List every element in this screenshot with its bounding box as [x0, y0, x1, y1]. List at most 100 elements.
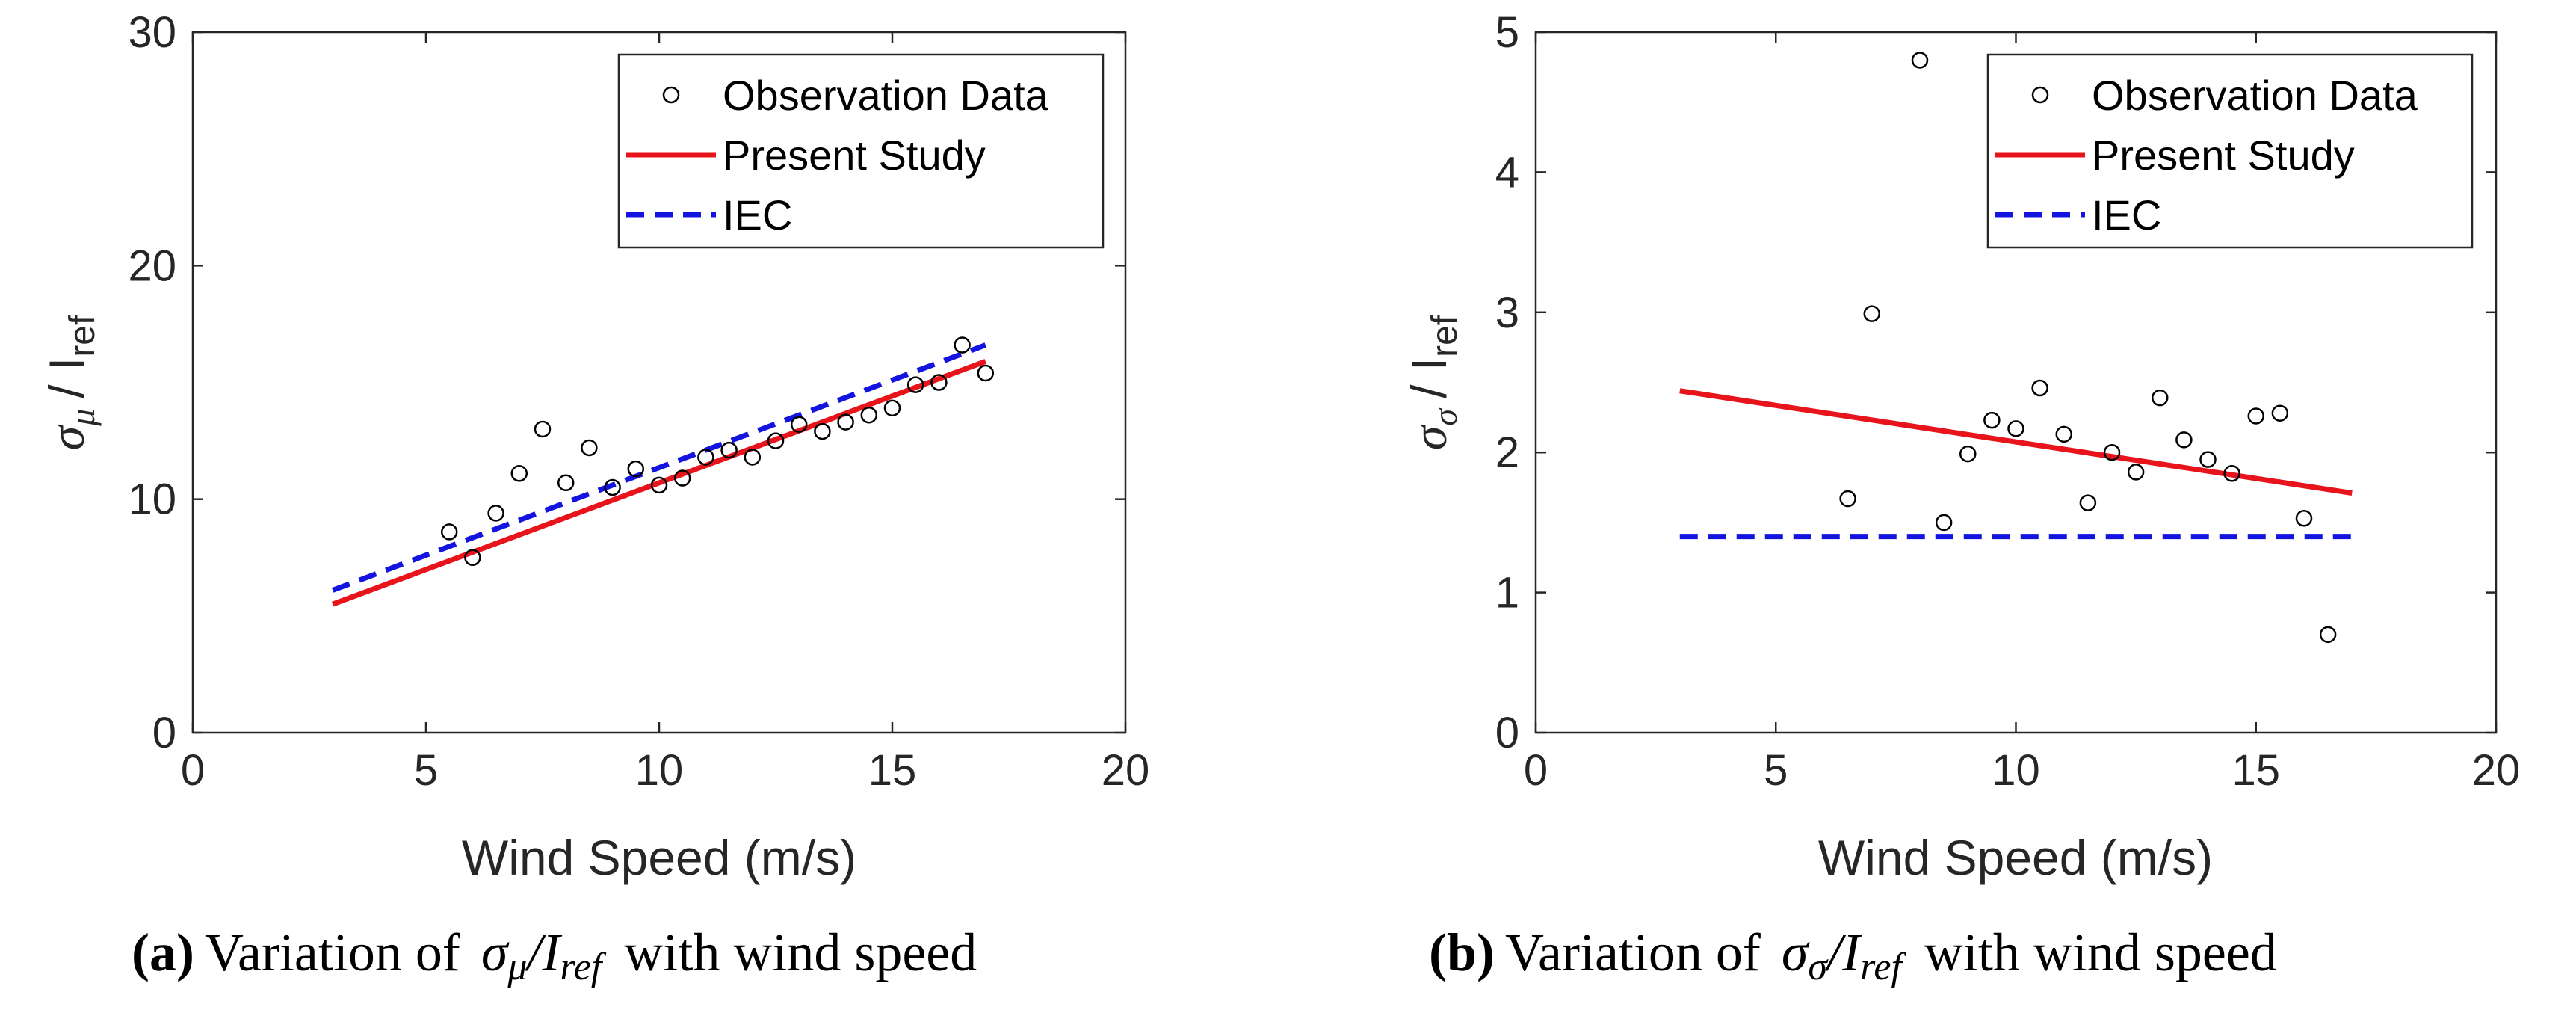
- observation-point: [2175, 431, 2193, 449]
- y-tick-labels: 0 1 2 3 4 5: [1495, 8, 1519, 757]
- y-tick-label: 20: [128, 241, 176, 290]
- legend-label-iec: IEC: [723, 191, 792, 238]
- y-tick-label: 5: [1495, 8, 1519, 57]
- x-tick-labels: 0 5 10 15 20: [1524, 746, 2520, 795]
- y-tick-labels: 0 10 20 30: [128, 8, 176, 757]
- x-tick-label: 5: [1764, 746, 1788, 795]
- observation-point: [814, 422, 831, 440]
- observation-point: [2319, 626, 2337, 644]
- observation-point: [790, 416, 808, 433]
- caption-ref: ref: [1860, 946, 1906, 988]
- y-tick-label: 0: [152, 709, 176, 757]
- observation-point: [510, 465, 528, 482]
- observation-point: [2079, 494, 2097, 511]
- iec-line: [331, 342, 987, 593]
- observation-point: [1935, 514, 1953, 532]
- observation-point: [604, 478, 621, 496]
- caption-b: (b) Variation of σσ/Iref with wind speed: [1429, 923, 2277, 988]
- caption-tail: with wind speed: [624, 923, 977, 982]
- observation-point: [860, 406, 878, 424]
- x-tick-label: 5: [414, 746, 438, 795]
- y-label-symbol: σ: [40, 424, 95, 450]
- tick-marks: [191, 31, 1127, 734]
- y-label-symbol: σ: [1403, 424, 1457, 450]
- observation-point: [2247, 407, 2264, 425]
- observation-point: [1839, 490, 1856, 508]
- observation-point: [883, 399, 901, 417]
- y-tick-label: 0: [1495, 709, 1519, 757]
- observation-point: [2055, 425, 2072, 443]
- y-tick-label: 30: [128, 8, 176, 57]
- caption-rest: /I: [1824, 923, 1862, 982]
- observation-point: [464, 549, 481, 566]
- legend: Observation Data Present Study IEC: [1986, 53, 2474, 249]
- caption-symbol: σ: [1782, 923, 1810, 982]
- y-tick-label: 1: [1495, 569, 1519, 618]
- x-tick-label: 15: [2231, 746, 2280, 795]
- y-tick-label: 10: [128, 475, 176, 524]
- observation-point: [954, 336, 971, 354]
- x-axis-label: Wind Speed (m/s): [1818, 830, 2213, 885]
- caption-text: Variation of: [1505, 923, 1761, 982]
- observation-point: [2271, 404, 2289, 422]
- caption-tail: with wind speed: [1924, 923, 2277, 982]
- observation-point: [2103, 443, 2121, 461]
- observation-point: [744, 449, 762, 466]
- legend-label-present-study: Present Study: [723, 132, 986, 179]
- y-label-ref: ref: [1425, 315, 1465, 357]
- observation-point: [1983, 411, 2001, 429]
- tick-marks: [1534, 31, 2498, 734]
- caption-label: (b): [1429, 923, 1495, 982]
- caption-rest: /I: [524, 923, 562, 982]
- observation-point: [1911, 52, 1929, 69]
- observation-point: [906, 376, 924, 393]
- x-tick-label: 0: [1524, 746, 1548, 795]
- present-study-line: [331, 359, 987, 607]
- observation-point: [767, 432, 785, 449]
- y-tick-label: 4: [1495, 148, 1519, 197]
- observation-point: [440, 523, 458, 541]
- observation-point: [930, 374, 948, 391]
- x-tick-labels: 0 5 10 15 20: [181, 746, 1149, 795]
- caption-text: Variation of: [205, 923, 460, 982]
- y-axis-label: σσ / Iref: [1401, 315, 1465, 450]
- observation-point: [2295, 510, 2313, 527]
- observation-point: [557, 474, 575, 492]
- observation-point: [1863, 305, 1880, 322]
- observation-points: [440, 336, 995, 566]
- observation-point: [650, 476, 668, 494]
- observation-point: [2127, 464, 2145, 481]
- observation-point: [1959, 445, 1977, 463]
- caption-symbol: σ: [481, 923, 510, 982]
- caption-a: (a) Variation of σμ/Iref with wind speed: [132, 923, 977, 988]
- caption-ref: ref: [560, 946, 606, 988]
- observation-point: [977, 364, 995, 382]
- y-label-subscript: σ: [1426, 407, 1464, 426]
- caption-label: (a): [132, 923, 194, 982]
- observation-point: [2031, 379, 2048, 397]
- y-label-subscript: μ: [64, 409, 102, 427]
- observation-point: [581, 439, 598, 457]
- observation-point: [2152, 389, 2169, 407]
- legend: Observation Data Present Study IEC: [617, 53, 1105, 249]
- legend-marker-observation: [2031, 86, 2049, 104]
- observation-point: [487, 505, 504, 522]
- x-tick-label: 10: [635, 746, 684, 795]
- series-lines: [331, 342, 987, 607]
- observation-point: [837, 413, 854, 431]
- x-tick-label: 10: [1992, 746, 2040, 795]
- x-tick-label: 15: [868, 746, 917, 795]
- observation-point: [720, 441, 738, 459]
- legend-label-iec: IEC: [2092, 191, 2161, 238]
- x-tick-label: 0: [181, 746, 205, 795]
- observation-point: [627, 460, 645, 478]
- legend-marker-observation: [662, 86, 680, 104]
- observation-point: [697, 449, 714, 466]
- observation-point: [2007, 420, 2024, 437]
- observation-point: [2199, 451, 2217, 468]
- y-label-rest: / I: [1401, 357, 1457, 398]
- caption-subscript: σ: [1808, 946, 1829, 988]
